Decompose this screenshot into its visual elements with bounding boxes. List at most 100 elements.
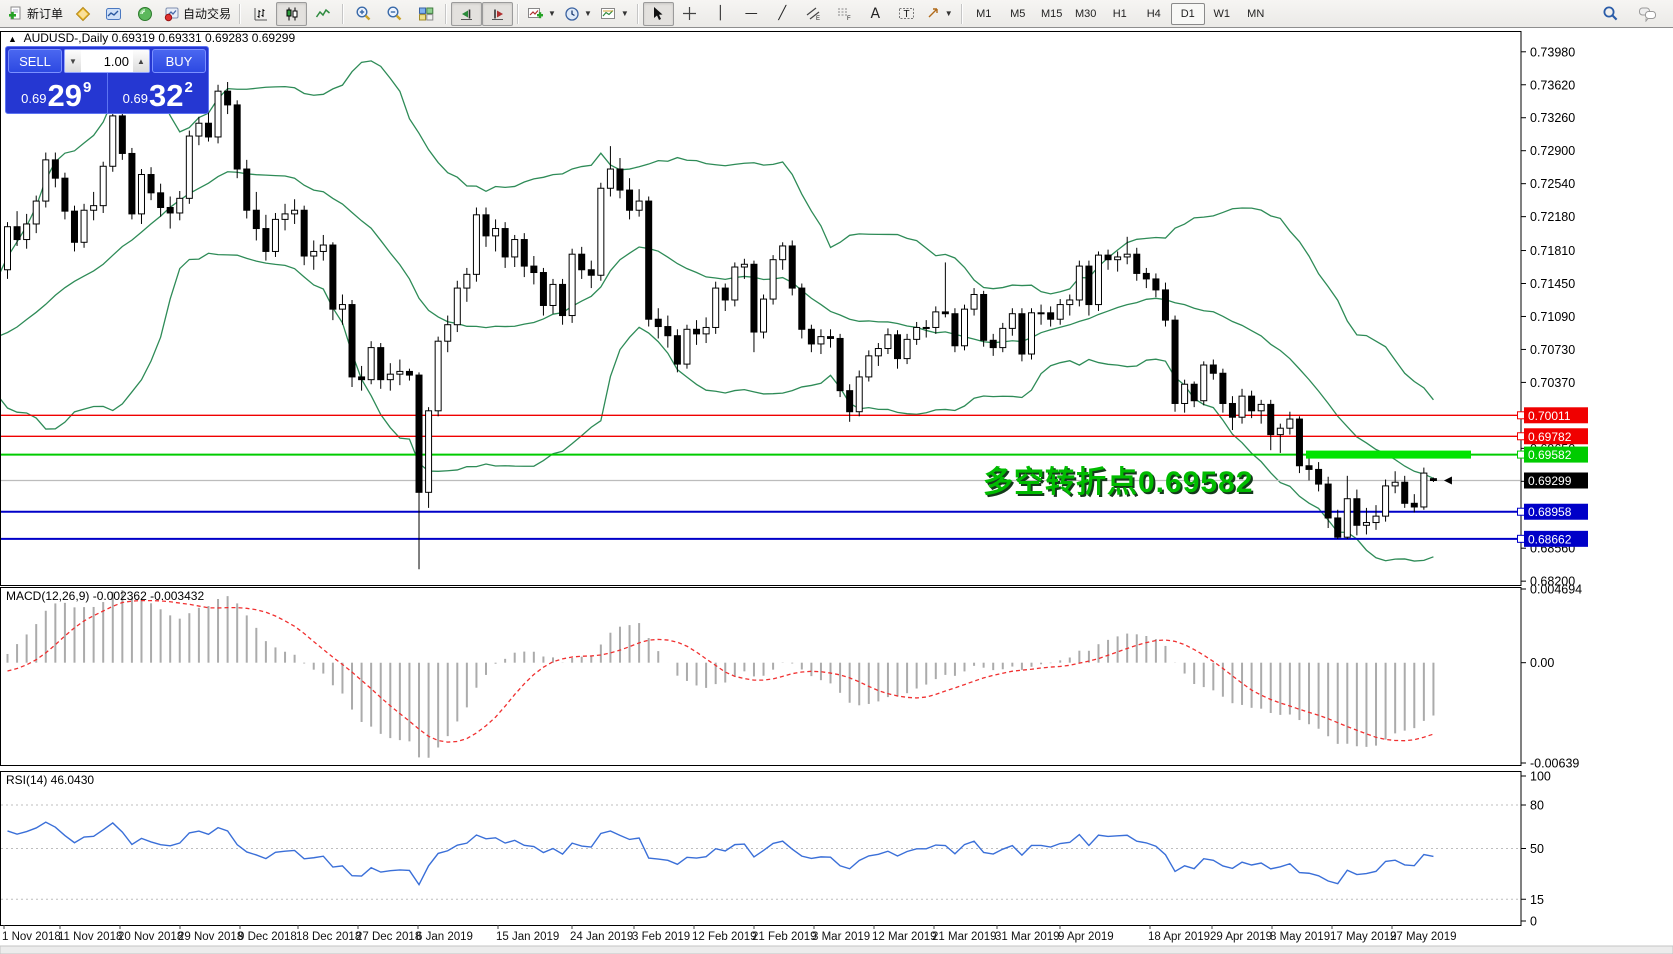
timeframe-H4[interactable]: H4 bbox=[1146, 7, 1161, 20]
annotation-text[interactable]: 多空转折点0.69582 bbox=[983, 466, 1254, 499]
arrows-tool-button[interactable]: ▼ bbox=[922, 2, 957, 26]
chat-button[interactable] bbox=[1632, 2, 1663, 26]
sell-price-prefix: 0.69 bbox=[21, 91, 47, 106]
main-pane[interactable] bbox=[0, 60, 1521, 570]
svg-text:0.68958: 0.68958 bbox=[1528, 505, 1572, 519]
search-button[interactable] bbox=[1595, 2, 1626, 26]
metaeditor-button[interactable] bbox=[67, 2, 98, 26]
line-chart-type-button[interactable] bbox=[307, 2, 338, 26]
chart-canvas[interactable]: 0.73980 0.73620 0.73260 0.72900 0.72540 0.721… bbox=[0, 28, 1673, 954]
hline-anchor bbox=[1517, 411, 1525, 420]
svg-text:0.72900: 0.72900 bbox=[1530, 144, 1575, 158]
buy-price[interactable]: 0.69 32 2 bbox=[108, 73, 209, 113]
dropdown-caret-icon: ▼ bbox=[944, 9, 953, 18]
toolbar-separator bbox=[517, 3, 520, 24]
svg-text:12 Mar 2019: 12 Mar 2019 bbox=[872, 931, 937, 943]
buy-button[interactable]: BUY bbox=[152, 49, 206, 73]
svg-text:0.69299: 0.69299 bbox=[1528, 474, 1572, 488]
crosshair-tool-button[interactable] bbox=[674, 2, 705, 26]
price-label-box bbox=[1524, 446, 1588, 463]
price-label-box bbox=[1524, 503, 1588, 520]
signals-button[interactable] bbox=[129, 2, 160, 26]
svg-text:3 Mar 2019: 3 Mar 2019 bbox=[812, 931, 870, 943]
svg-text:0.69782: 0.69782 bbox=[1528, 430, 1572, 444]
volume-increase-button[interactable]: ▲ bbox=[133, 50, 149, 72]
trendline-tool-button[interactable]: ╱ bbox=[767, 2, 798, 26]
zoom-in-button[interactable] bbox=[348, 2, 379, 26]
timeframe-MN[interactable]: MN bbox=[1247, 7, 1265, 20]
rsi-pane[interactable] bbox=[1, 804, 1520, 900]
cursor-icon bbox=[654, 7, 663, 20]
timeframe-H1[interactable]: H1 bbox=[1112, 7, 1127, 20]
line-chart-icon bbox=[315, 8, 330, 17]
timeframe-M1[interactable]: M1 bbox=[976, 7, 992, 20]
horizontal-line-tool-button[interactable]: — bbox=[736, 2, 767, 26]
crosshair-icon bbox=[682, 7, 696, 20]
svg-text:0.00: 0.00 bbox=[1530, 656, 1554, 670]
rsi-label: RSI(14) 46.0430 bbox=[6, 773, 95, 787]
toolbar-separator bbox=[960, 3, 963, 24]
svg-text:-0.00639: -0.00639 bbox=[1530, 757, 1579, 771]
svg-text:24 Jan 2019: 24 Jan 2019 bbox=[570, 931, 633, 943]
svg-text:0.73260: 0.73260 bbox=[1530, 111, 1575, 125]
candlestick-icon bbox=[286, 7, 298, 20]
svg-text:9 Dec 2018: 9 Dec 2018 bbox=[238, 931, 297, 943]
svg-text:E: E bbox=[816, 16, 820, 21]
rsi-line bbox=[7, 821, 1434, 887]
timeframe-D1[interactable]: D1 bbox=[1170, 2, 1205, 25]
svg-text:0.71810: 0.71810 bbox=[1530, 244, 1575, 258]
auto-scroll-icon bbox=[460, 9, 472, 20]
vertical-line-tool-button[interactable]: │ bbox=[705, 2, 736, 26]
template-icon bbox=[600, 7, 615, 19]
new-order-button[interactable]: 新订单 bbox=[4, 2, 67, 26]
add-indicator-icon bbox=[528, 7, 544, 18]
equidistant-channel-icon: E bbox=[806, 7, 820, 21]
buy-price-prefix: 0.69 bbox=[122, 91, 148, 106]
toolbar-separator bbox=[445, 3, 448, 24]
price-label-box bbox=[1524, 530, 1588, 547]
chart-shift-button[interactable] bbox=[482, 1, 514, 26]
timeframe-M5[interactable]: M5 bbox=[1010, 7, 1026, 20]
fibonacci-icon: F bbox=[838, 8, 851, 21]
svg-text:0.68200: 0.68200 bbox=[1530, 575, 1575, 589]
bar-chart-type-button[interactable] bbox=[245, 2, 276, 26]
svg-text:9 Apr 2019: 9 Apr 2019 bbox=[1058, 931, 1114, 943]
horizontal-line-icon: — bbox=[744, 6, 758, 21]
svg-text:29 Nov 2018: 29 Nov 2018 bbox=[178, 931, 243, 943]
svg-text:31 Mar 2019: 31 Mar 2019 bbox=[995, 931, 1060, 943]
svg-text:T: T bbox=[903, 9, 909, 20]
cursor-tool-button[interactable] bbox=[642, 1, 674, 26]
tile-windows-button[interactable] bbox=[410, 2, 441, 26]
arrows-icon bbox=[928, 8, 938, 18]
market-watch-button[interactable] bbox=[98, 2, 129, 26]
timeframe-W1[interactable]: W1 bbox=[1213, 7, 1230, 20]
periods-button[interactable]: ▼ bbox=[560, 2, 596, 26]
svg-text:15: 15 bbox=[1530, 893, 1544, 907]
text-tool-button[interactable]: A bbox=[860, 2, 891, 26]
auto-trading-button[interactable]: 自动交易 bbox=[160, 2, 235, 26]
fibonacci-tool-button[interactable]: F bbox=[829, 2, 860, 26]
candlestick-chart-type-button[interactable] bbox=[276, 1, 308, 26]
auto-scroll-button[interactable] bbox=[451, 1, 483, 26]
svg-text:0.72180: 0.72180 bbox=[1530, 210, 1575, 224]
text-label-tool-button[interactable]: T bbox=[891, 2, 922, 26]
svg-text:0.70011: 0.70011 bbox=[1528, 409, 1571, 423]
volume-value[interactable]: 1.00 bbox=[103, 53, 129, 69]
volume-decrease-button[interactable]: ▼ bbox=[65, 50, 81, 72]
macd-pane[interactable] bbox=[6, 590, 1435, 758]
toolbar-separator bbox=[239, 3, 242, 24]
svg-text:21 Mar 2019: 21 Mar 2019 bbox=[932, 931, 997, 943]
zoom-out-button[interactable] bbox=[379, 2, 410, 26]
templates-button[interactable]: ▼ bbox=[596, 2, 633, 26]
collapse-panel-icon[interactable]: ▲ bbox=[8, 34, 17, 44]
indicators-button[interactable]: ▼ bbox=[523, 2, 560, 26]
auto-trading-label: 自动交易 bbox=[183, 7, 232, 21]
sell-price-pips: 29 bbox=[47, 77, 82, 113]
sell-button[interactable]: SELL bbox=[8, 49, 62, 73]
channel-tool-button[interactable]: E bbox=[798, 2, 829, 26]
green-level-bar[interactable] bbox=[1306, 450, 1471, 459]
svg-text:18 Apr 2019: 18 Apr 2019 bbox=[1148, 931, 1210, 943]
timeframe-M15[interactable]: M15 bbox=[1041, 7, 1063, 20]
sell-price[interactable]: 0.69 29 9 bbox=[6, 73, 108, 113]
timeframe-M30[interactable]: M30 bbox=[1075, 7, 1097, 20]
